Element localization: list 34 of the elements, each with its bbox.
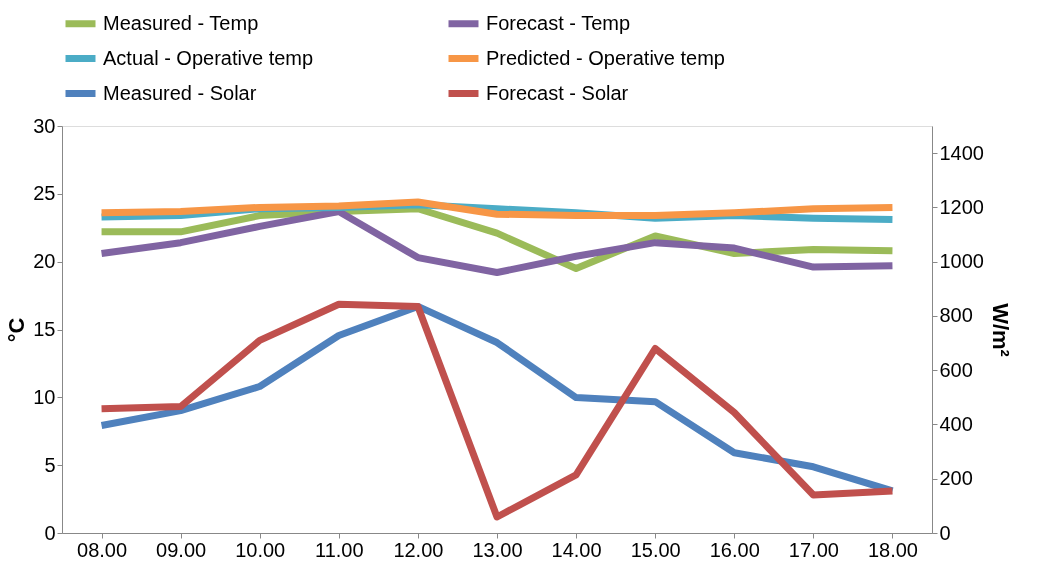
y2-tick-label: 1400 xyxy=(939,141,984,164)
x-tick-label: 11.00 xyxy=(315,538,364,561)
y-tick-label: 5 xyxy=(44,453,56,476)
y2-tick-label: 600 xyxy=(939,358,973,381)
y2-tick-label: 1200 xyxy=(939,195,984,218)
y-axis-title: °C xyxy=(4,317,30,343)
legend-label: Forecast - Solar xyxy=(486,81,629,104)
legend-label: Measured - Temp xyxy=(103,11,259,34)
y-tick-label: 25 xyxy=(33,182,56,205)
y2-tick-label: 1000 xyxy=(939,250,984,273)
legend-label: Predicted - Operative temp xyxy=(486,46,725,69)
y2-axis-title: W/m² xyxy=(987,303,1013,357)
x-tick-label: 09.00 xyxy=(156,538,207,561)
y2-tick-label: 200 xyxy=(939,467,973,490)
x-tick-label: 10.00 xyxy=(235,538,286,561)
y2-tick-label: 0 xyxy=(939,521,951,544)
y2-tick-label: 800 xyxy=(939,304,973,327)
legend-label: Actual - Operative temp xyxy=(103,46,314,69)
x-tick-label: 13.00 xyxy=(472,538,523,561)
legend-label: Measured - Solar xyxy=(103,81,257,104)
x-tick-label: 16.00 xyxy=(709,538,760,561)
x-tick-label: 14.00 xyxy=(551,538,602,561)
legend-label: Forecast - Temp xyxy=(486,11,631,34)
y2-tick-label: 400 xyxy=(939,412,973,435)
x-tick-label: 18.00 xyxy=(867,538,918,561)
y-tick-label: 20 xyxy=(33,250,56,273)
y-tick-label: 0 xyxy=(44,521,56,544)
x-tick-label: 12.00 xyxy=(393,538,444,561)
x-tick-label: 17.00 xyxy=(788,538,839,561)
x-tick-label: 15.00 xyxy=(630,538,681,561)
y-tick-label: 15 xyxy=(33,318,56,340)
y-tick-label: 10 xyxy=(33,385,56,408)
x-tick-label: 08.00 xyxy=(77,538,128,561)
y-tick-label: 30 xyxy=(33,114,56,137)
